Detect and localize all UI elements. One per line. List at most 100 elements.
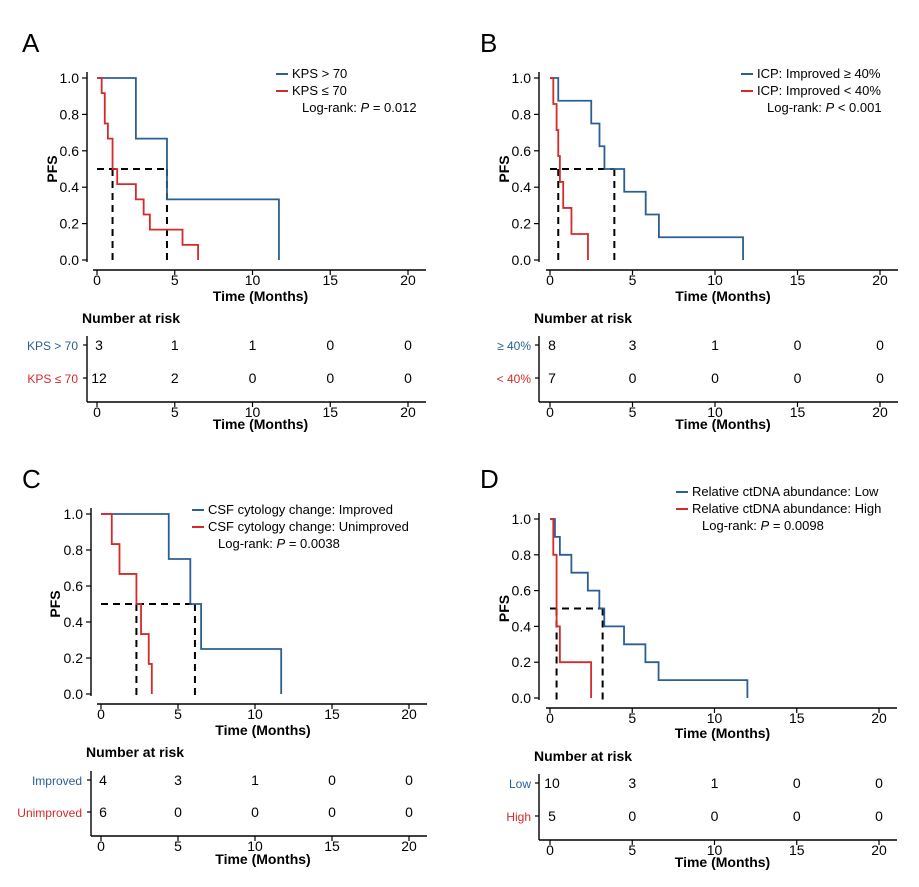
x-tick-label: 5 (171, 272, 179, 288)
x-tick-label: 20 (401, 706, 417, 722)
risk-x-tick-label: 5 (628, 842, 636, 858)
legend-entry: ICP: Improved < 40% (757, 83, 881, 98)
x-tick-label: 10 (707, 710, 723, 726)
risk-count: 0 (711, 808, 719, 824)
x-tick-label: 15 (790, 272, 806, 288)
y-tick-label: 0.8 (512, 547, 532, 563)
y-tick-label: 0.2 (64, 650, 84, 666)
risk-count: 0 (328, 804, 336, 820)
x-tick-label: 15 (324, 706, 340, 722)
risk-count: 0 (793, 808, 801, 824)
risk-row-label: KPS > 70 (27, 339, 78, 353)
risk-x-axis-title: Time (Months) (215, 851, 310, 867)
risk-count: 10 (544, 775, 560, 791)
risk-count: 0 (876, 337, 884, 353)
risk-count: 0 (876, 370, 884, 386)
risk-count: 0 (404, 337, 412, 353)
risk-x-tick-label: 20 (871, 842, 887, 858)
risk-count: 2 (171, 370, 179, 386)
x-tick-label: 5 (629, 272, 637, 288)
km-curve-red (97, 77, 199, 260)
risk-row-label: < 40% (497, 372, 532, 386)
risk-count: 4 (99, 772, 107, 788)
logrank-value: = 0.0038 (285, 536, 340, 551)
y-axis-title: PFS (44, 155, 60, 182)
x-tick-label: 20 (872, 272, 888, 288)
risk-x-tick-label: 15 (790, 404, 806, 420)
logrank-pvalue: Log-rank: P = 0.0098 (702, 518, 824, 533)
risk-count: 0 (794, 337, 802, 353)
risk-count: 1 (251, 772, 259, 788)
x-tick-label: 15 (322, 272, 338, 288)
logrank-label: Log-rank: (302, 100, 361, 115)
km-curve-blue (101, 513, 283, 694)
risk-count: 0 (405, 772, 413, 788)
risk-count: 8 (548, 337, 556, 353)
y-tick-label: 1.0 (64, 506, 84, 522)
legend-entry: CSF cytology change: Improved (208, 502, 393, 517)
risk-x-tick-label: 10 (707, 842, 723, 858)
y-tick-label: 1.0 (60, 70, 80, 86)
logrank-p: P (277, 536, 286, 551)
risk-count: 0 (794, 370, 802, 386)
risk-count: 1 (711, 337, 719, 353)
legend-entry: CSF cytology change: Unimproved (208, 519, 409, 534)
risk-count: 0 (875, 775, 883, 791)
x-axis-title: Time (Months) (675, 725, 770, 741)
risk-x-tick-label: 0 (546, 404, 554, 420)
x-tick-label: 0 (97, 706, 105, 722)
risk-count: 0 (326, 337, 334, 353)
risk-x-tick-label: 10 (245, 404, 261, 420)
x-tick-label: 0 (546, 710, 554, 726)
y-axis-title: PFS (496, 155, 512, 182)
km-curve-red (550, 518, 593, 698)
logrank-pvalue: Log-rank: P = 0.012 (302, 100, 417, 115)
y-tick-label: 0.8 (512, 106, 532, 122)
risk-x-tick-label: 20 (401, 838, 417, 854)
x-axis-title: Time (Months) (215, 722, 310, 738)
y-tick-label: 0.0 (64, 686, 84, 702)
legend-entry: KPS > 70 (292, 66, 347, 81)
risk-x-tick-label: 15 (324, 838, 340, 854)
x-tick-label: 0 (546, 272, 554, 288)
legend-entry: ICP: Improved ≥ 40% (757, 66, 881, 81)
logrank-pvalue: Log-rank: P = 0.0038 (218, 536, 340, 551)
panel-letter: C (22, 464, 41, 494)
risk-count: 3 (95, 337, 103, 353)
risk-count: 1 (711, 775, 719, 791)
risk-x-tick-label: 15 (789, 842, 805, 858)
risk-count: 0 (404, 370, 412, 386)
risk-table-title: Number at risk (82, 310, 180, 326)
logrank-label: Log-rank: (767, 100, 826, 115)
risk-count: 12 (91, 370, 107, 386)
risk-row-label: Improved (32, 774, 82, 788)
risk-count: 0 (328, 772, 336, 788)
logrank-p: P (761, 518, 770, 533)
risk-table-title: Number at risk (534, 748, 632, 764)
y-tick-label: 0.4 (60, 179, 80, 195)
risk-x-tick-label: 5 (629, 404, 637, 420)
y-tick-label: 0.0 (60, 252, 80, 268)
risk-x-tick-label: 5 (174, 838, 182, 854)
risk-count: 5 (548, 808, 556, 824)
legend-entry: KPS ≤ 70 (292, 83, 347, 98)
x-tick-label: 5 (628, 710, 636, 726)
km-curve-blue (550, 518, 749, 698)
risk-count: 3 (628, 775, 636, 791)
panel-letter: A (22, 28, 40, 58)
y-tick-label: 0.6 (512, 583, 532, 599)
x-tick-label: 5 (174, 706, 182, 722)
risk-x-tick-label: 20 (872, 404, 888, 420)
risk-count: 0 (174, 804, 182, 820)
km-curve-red (550, 77, 589, 260)
risk-count: 1 (171, 337, 179, 353)
risk-x-tick-label: 20 (400, 404, 416, 420)
logrank-pvalue: Log-rank: P < 0.001 (767, 100, 882, 115)
risk-count: 7 (548, 370, 556, 386)
risk-x-tick-label: 10 (247, 838, 263, 854)
risk-count: 3 (629, 337, 637, 353)
logrank-value: = 0.0098 (769, 518, 824, 533)
